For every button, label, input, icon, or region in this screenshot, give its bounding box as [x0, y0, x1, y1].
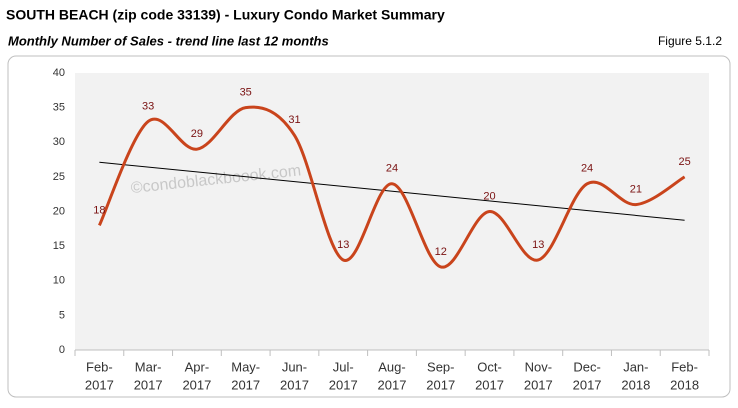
data-label: 24	[386, 163, 398, 175]
x-tick-label: 2017	[182, 377, 211, 392]
y-tick-label: 25	[53, 171, 65, 183]
data-label: 18	[93, 204, 105, 216]
x-tick-label: Jan-	[623, 359, 648, 374]
trend-line	[99, 161, 685, 221]
x-tick-label: Apr-	[185, 359, 210, 374]
y-tick-label: 20	[53, 205, 65, 217]
x-tick-label: 2017	[378, 377, 407, 392]
x-tick-label: Nov-	[525, 359, 552, 374]
chart-subtitle: Monthly Number of Sales - trend line las…	[8, 33, 329, 48]
x-tick-label: 2017	[573, 377, 602, 392]
data-label: 21	[630, 183, 642, 195]
chart-title: SOUTH BEACH (zip code 33139) - Luxury Co…	[6, 7, 445, 23]
x-tick-label: 2018	[670, 377, 699, 392]
x-tick-label: Aug-	[378, 359, 405, 374]
x-tick-label: 2017	[134, 377, 163, 392]
data-label: 35	[240, 87, 252, 99]
data-label: 33	[142, 100, 154, 112]
y-tick-label: 5	[59, 309, 65, 321]
x-tick-label: 2017	[475, 377, 504, 392]
x-tick-label: Feb-	[86, 359, 113, 374]
x-tick-label: 2017	[85, 377, 114, 392]
y-tick-label: 10	[53, 275, 65, 287]
y-tick-label: 30	[53, 136, 65, 148]
x-tick-label: 2017	[231, 377, 260, 392]
y-tick-label: 40	[53, 67, 65, 79]
x-tick-label: Sep-	[427, 359, 454, 374]
data-label: 29	[191, 128, 203, 140]
data-label: 31	[288, 114, 300, 126]
x-tick-label: Feb-	[671, 359, 698, 374]
data-label: 13	[532, 239, 544, 251]
x-tick-label: Jun-	[282, 359, 307, 374]
x-tick-label: 2017	[524, 377, 553, 392]
x-tick-label: Dec-	[573, 359, 600, 374]
x-tick-label: 2017	[329, 377, 358, 392]
x-tick-label: Jul-	[333, 359, 354, 374]
x-tick-label: 2017	[426, 377, 455, 392]
x-tick-label: 2018	[621, 377, 650, 392]
y-tick-label: 15	[53, 240, 65, 252]
data-label: 24	[581, 163, 593, 175]
y-tick-label: 35	[53, 102, 65, 114]
data-label: 20	[483, 190, 495, 202]
x-tick-label: 2017	[280, 377, 309, 392]
figure-label: Figure 5.1.2	[658, 34, 722, 48]
series-line	[98, 105, 686, 269]
data-label: 25	[678, 156, 690, 168]
x-tick-label: May-	[231, 359, 260, 374]
data-label: 12	[435, 246, 447, 258]
x-tick-label: Oct-	[477, 359, 502, 374]
x-tick-label: Mar-	[135, 359, 162, 374]
data-label: 13	[337, 239, 349, 251]
y-tick-label: 0	[59, 344, 65, 356]
plot-area	[75, 73, 709, 350]
